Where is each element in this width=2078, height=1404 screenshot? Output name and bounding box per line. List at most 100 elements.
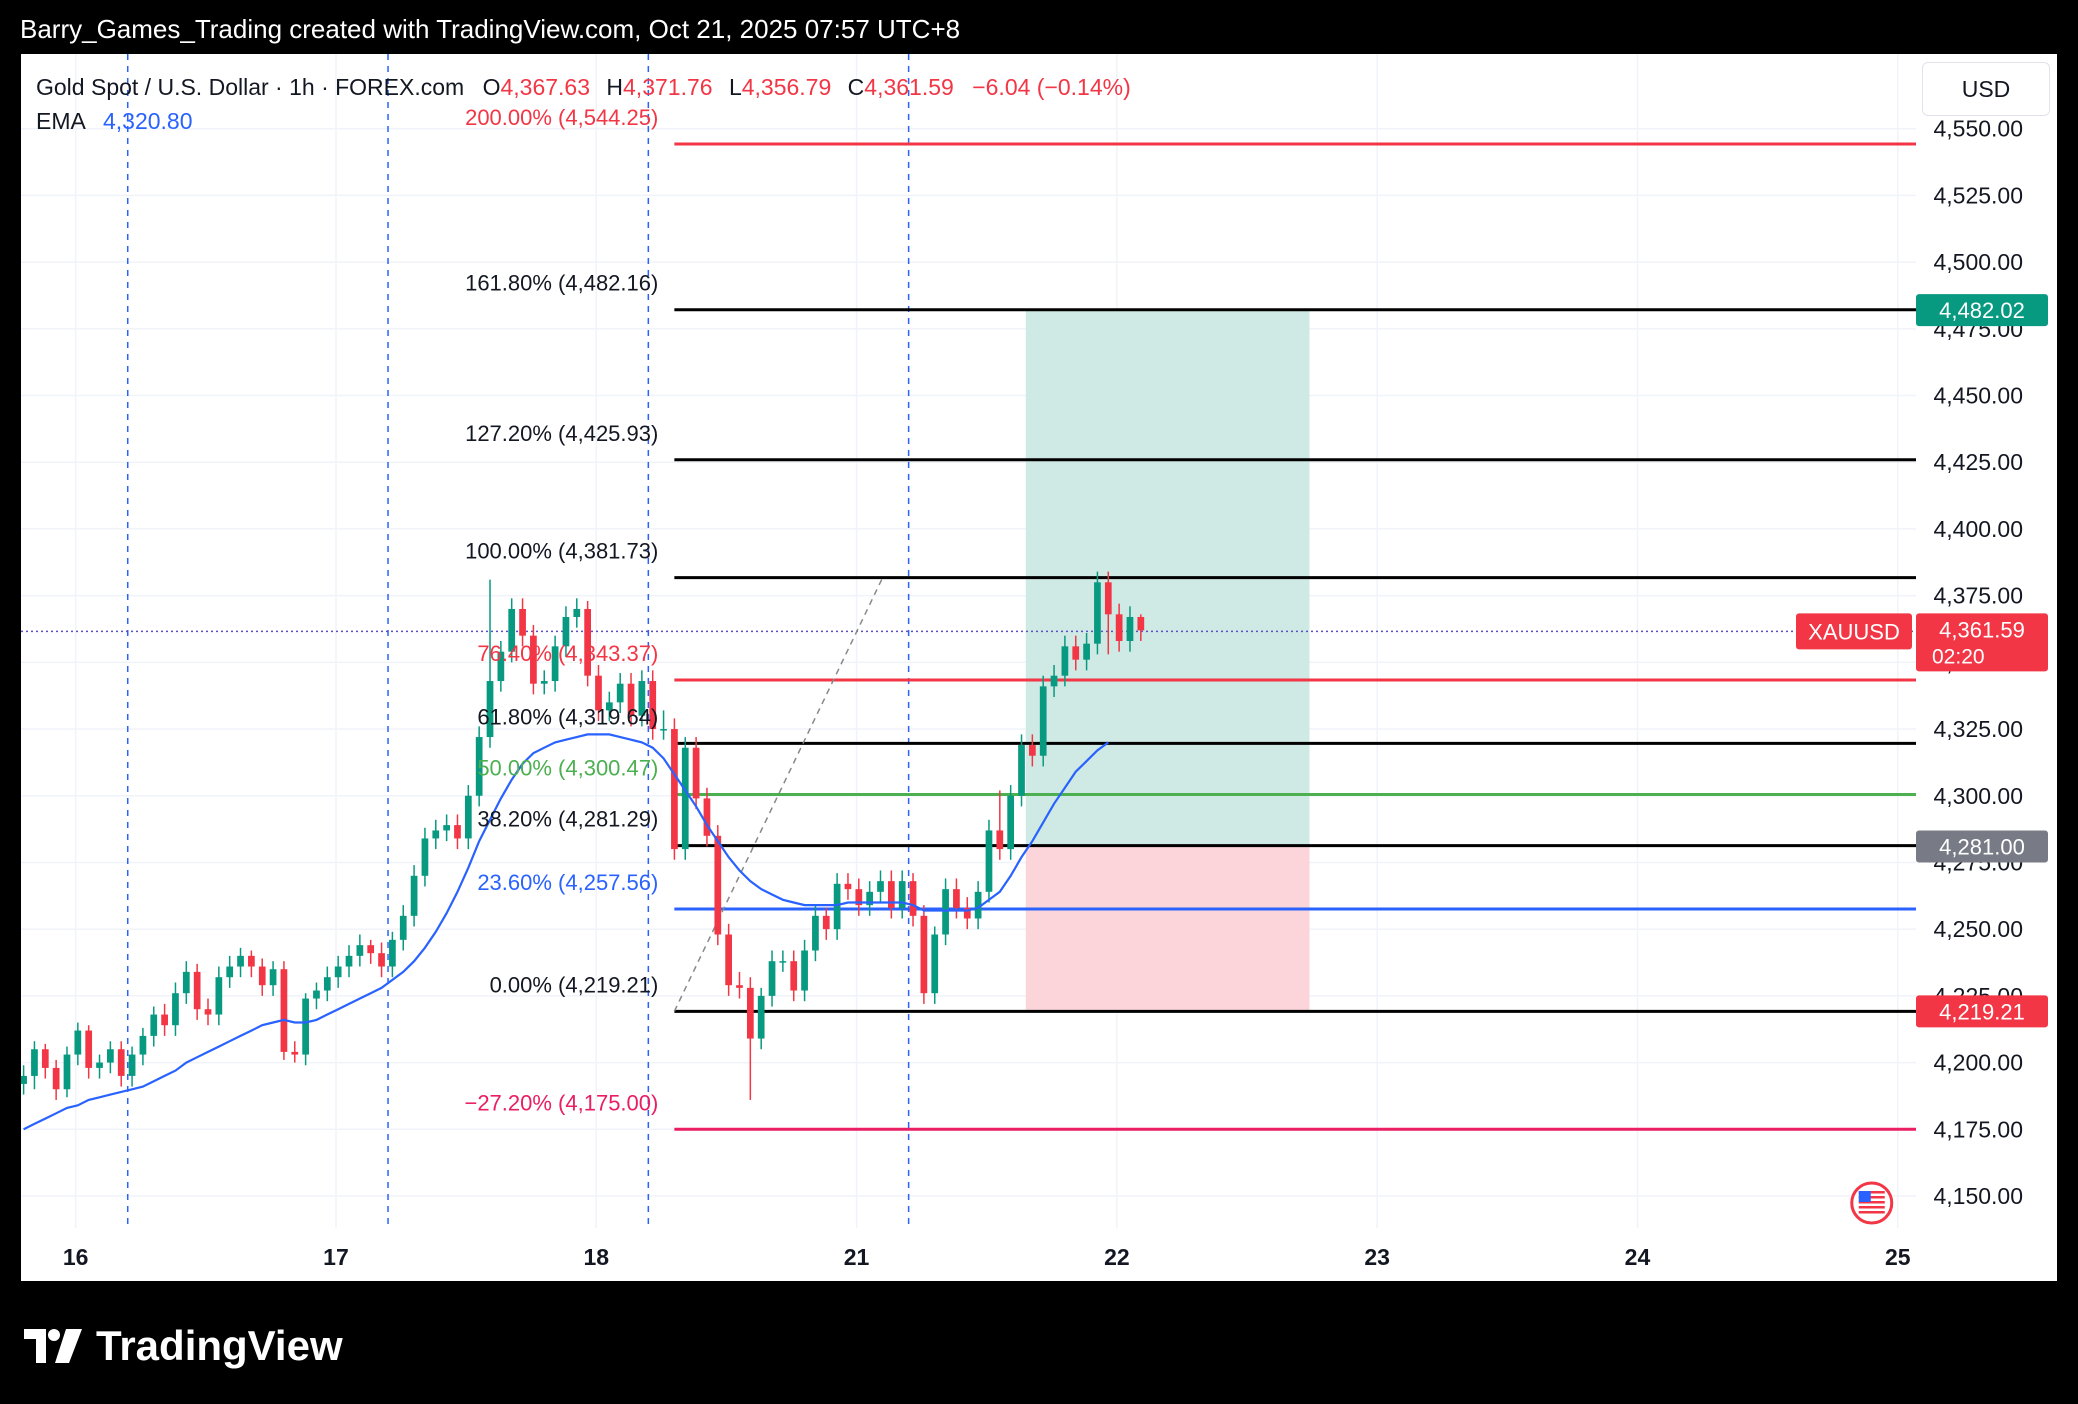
candle-body: [540, 681, 548, 684]
candle: [942, 878, 949, 946]
candle: [421, 827, 429, 887]
flag-canton: [1858, 1191, 1871, 1202]
us-flag-icon: [1850, 1181, 1894, 1225]
candle-body: [985, 830, 993, 892]
candle: [877, 870, 884, 903]
candle: [584, 600, 591, 687]
candle-body: [660, 729, 667, 731]
candle-body: [714, 835, 722, 935]
candle: [887, 870, 895, 919]
candle: [692, 737, 700, 810]
current-price-label: 4,361.59: [1939, 617, 2025, 642]
candle-body: [530, 635, 537, 684]
candle: [323, 966, 331, 1002]
x-tick-label: 21: [844, 1244, 870, 1270]
candle: [389, 931, 396, 978]
candle-body: [31, 1049, 38, 1076]
x-tick-label: 16: [63, 1244, 89, 1270]
candle-body: [107, 1049, 114, 1063]
y-tick-label: 4,450.00: [1933, 383, 2023, 409]
ema-label[interactable]: EMA: [36, 108, 85, 134]
candle-body: [63, 1054, 71, 1090]
candle: [540, 670, 548, 695]
candle: [41, 1043, 49, 1079]
candle: [833, 873, 841, 940]
candle: [844, 873, 852, 900]
candle-body: [1126, 616, 1134, 641]
candle: [1126, 606, 1134, 652]
candle: [1007, 785, 1015, 860]
candle-body: [237, 955, 244, 967]
x-tick-label: 17: [323, 1244, 349, 1270]
candle-body: [443, 825, 450, 831]
candle-body: [269, 969, 277, 986]
candle: [855, 878, 863, 916]
candle: [486, 579, 494, 748]
candle-body: [182, 971, 190, 994]
candle: [573, 598, 581, 628]
symbol-label[interactable]: Gold Spot / U.S. Dollar · 1h · FOREX.com: [36, 74, 465, 100]
candle-body: [248, 955, 255, 967]
candle: [996, 790, 1004, 860]
candle-body: [432, 830, 440, 839]
candle-body: [1061, 646, 1069, 676]
candle-body: [519, 608, 526, 636]
candle: [399, 905, 407, 951]
candle: [204, 998, 212, 1026]
candle-body: [302, 998, 309, 1055]
candle-body: [616, 683, 624, 703]
candle: [898, 870, 906, 919]
symbol-tag-label: XAUUSD: [1808, 619, 1900, 644]
y-tick-label: 4,175.00: [1933, 1116, 2023, 1142]
candle: [562, 606, 570, 658]
candle-body: [963, 907, 971, 919]
candle-body: [323, 977, 331, 991]
candle-body: [920, 915, 928, 994]
candle: [193, 963, 201, 1020]
candle: [313, 982, 320, 1010]
candle-body: [150, 1014, 158, 1036]
low-value: 4,356.79: [741, 74, 832, 100]
fib-level-label: 61.80% (4,319.64): [477, 704, 658, 729]
candle-body: [855, 889, 863, 906]
fib-level-label: 127.20% (4,425.93): [465, 421, 658, 446]
close-value: 4,361.59: [864, 74, 954, 100]
candle-body: [21, 1075, 27, 1084]
candle-body: [898, 881, 906, 908]
candle: [161, 1003, 168, 1036]
candle: [703, 787, 711, 847]
currency-button[interactable]: USD: [1922, 62, 2050, 116]
close-label: C: [847, 74, 865, 100]
candle-body: [1115, 614, 1123, 641]
candle: [638, 670, 646, 727]
candle: [443, 814, 450, 842]
candle: [963, 897, 971, 930]
candle-body: [627, 683, 635, 716]
candle-body: [464, 795, 472, 839]
x-tick-label: 18: [583, 1244, 609, 1270]
candle: [736, 971, 743, 999]
candle-body: [551, 646, 559, 682]
candle-body: [746, 987, 754, 1039]
candle-body: [573, 608, 581, 617]
candle-body: [1072, 646, 1080, 660]
candle: [150, 1006, 158, 1047]
candle: [464, 785, 472, 850]
candle-body: [280, 969, 288, 1052]
candle-body: [671, 729, 678, 850]
attribution-text: Barry_Games_Trading created with Trading…: [20, 14, 961, 44]
y-tick-label: 4,150.00: [1933, 1183, 2023, 1209]
candle: [530, 624, 537, 695]
candle: [410, 865, 418, 927]
position-loss-zone: [1025, 846, 1310, 1012]
candle: [920, 905, 928, 1004]
candle: [671, 718, 678, 860]
tradingview-logo[interactable]: TradingView: [24, 1322, 343, 1370]
candle: [1104, 571, 1112, 655]
candle-body: [996, 830, 1004, 850]
candle-body: [974, 891, 982, 919]
price-tag-label: 4,482.02: [1939, 298, 2025, 323]
candle: [334, 955, 342, 988]
candle: [117, 1041, 125, 1087]
